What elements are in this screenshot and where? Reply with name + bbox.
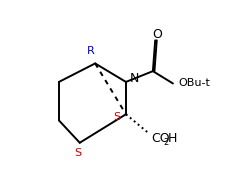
Text: R: R [86, 46, 94, 56]
Text: 2: 2 [163, 138, 168, 147]
Text: S: S [74, 148, 82, 158]
Text: N: N [129, 72, 138, 85]
Text: CO: CO [151, 132, 169, 145]
Text: OBu-t: OBu-t [178, 78, 209, 89]
Text: O: O [152, 28, 162, 41]
Text: S: S [113, 112, 120, 122]
Text: H: H [167, 132, 176, 145]
